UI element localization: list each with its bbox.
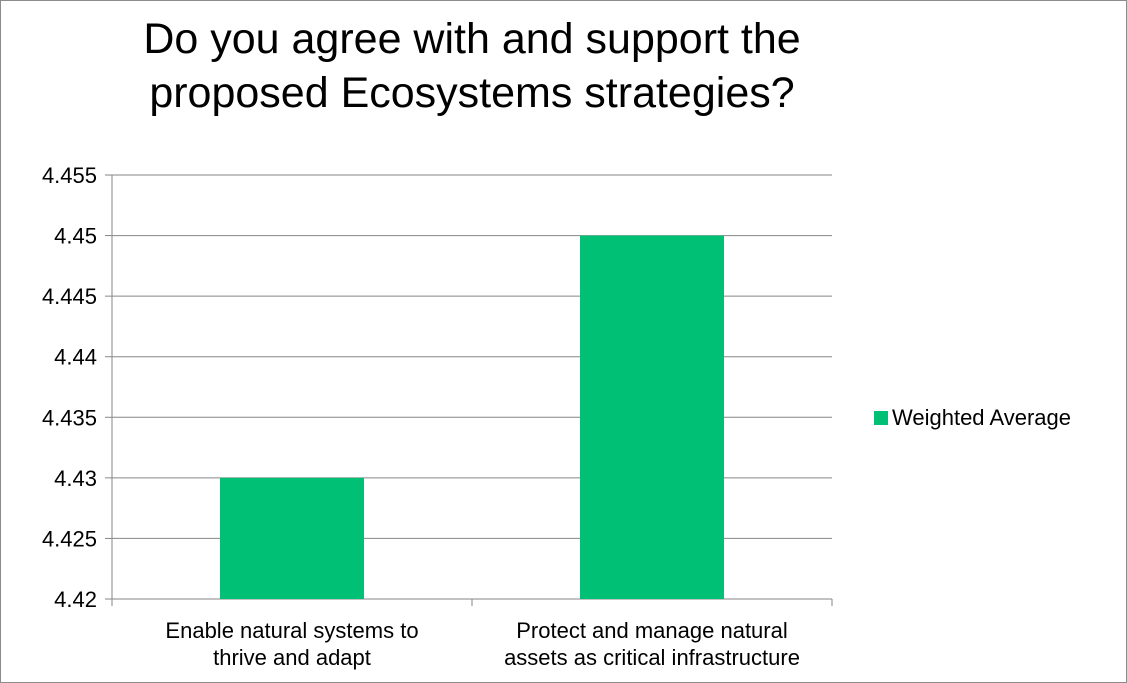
y-tick-label: 4.42	[54, 587, 97, 612]
y-tick-label: 4.43	[54, 466, 97, 491]
y-tick-label: 4.44	[54, 345, 97, 370]
chart-title: Do you agree with and support the propos…	[0, 12, 944, 120]
chart-title-line-1: Do you agree with and support the	[143, 15, 801, 63]
x-category-label: assets as critical infrastructure	[504, 645, 800, 670]
y-tick-label: 4.455	[42, 163, 97, 188]
legend-swatch	[874, 411, 888, 425]
chart-title-line-2: proposed Ecosystems strategies?	[149, 69, 795, 117]
legend-label: Weighted Average	[892, 405, 1071, 430]
x-category-label: thrive and adapt	[213, 645, 371, 670]
y-tick-label: 4.425	[42, 526, 97, 551]
y-tick-label: 4.445	[42, 284, 97, 309]
x-category-label: Enable natural systems to	[165, 618, 418, 643]
bar	[220, 477, 364, 599]
legend: Weighted Average	[874, 405, 1071, 431]
bar	[580, 235, 724, 600]
y-tick-label: 4.45	[54, 224, 97, 249]
y-tick-label: 4.435	[42, 405, 97, 430]
x-category-label: Protect and manage natural	[516, 618, 788, 643]
